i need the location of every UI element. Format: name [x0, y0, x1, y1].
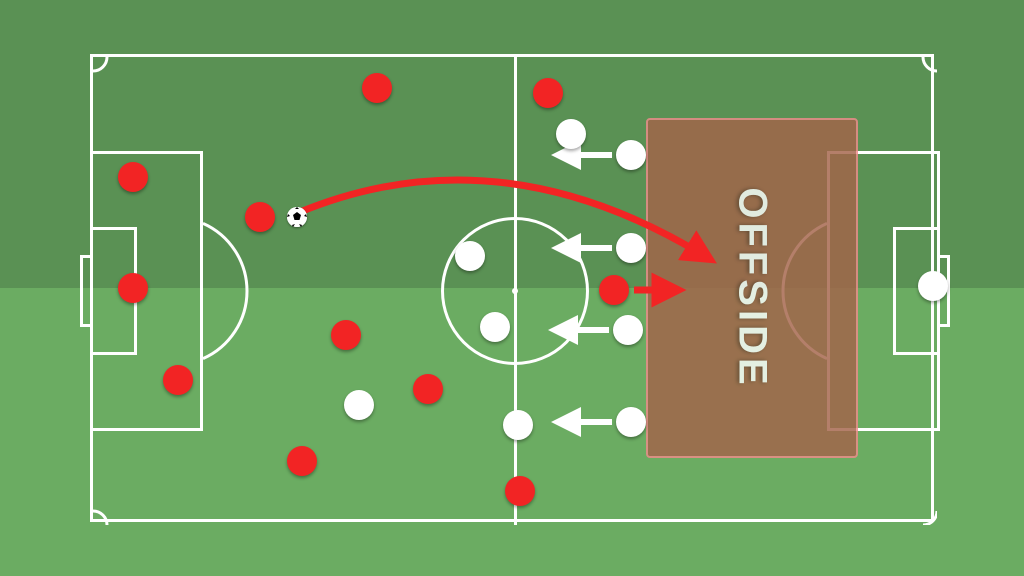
player-red [413, 374, 443, 404]
player-white [344, 390, 374, 420]
player-white [616, 233, 646, 263]
player-red [362, 73, 392, 103]
player-red [599, 275, 629, 305]
goal-left [80, 255, 90, 327]
player-white [556, 119, 586, 149]
player-red [245, 202, 275, 232]
player-red [163, 365, 193, 395]
player-white [918, 271, 948, 301]
player-white [616, 407, 646, 437]
player-white [455, 241, 485, 271]
ball-icon [287, 207, 307, 227]
player-red [331, 320, 361, 350]
player-white [613, 315, 643, 345]
diagram-stage: OFFSIDE [0, 0, 1024, 576]
player-red [118, 273, 148, 303]
offside-label: OFFSIDE [730, 187, 775, 388]
player-white [616, 140, 646, 170]
player-red [505, 476, 535, 506]
player-white [503, 410, 533, 440]
player-red [118, 162, 148, 192]
player-red [287, 446, 317, 476]
player-white [480, 312, 510, 342]
offside-zone: OFFSIDE [646, 118, 858, 458]
player-red [533, 78, 563, 108]
